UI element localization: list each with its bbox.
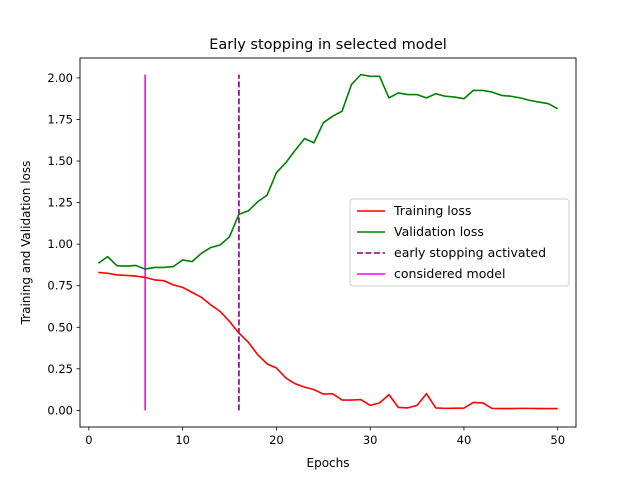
legend-label: Training loss [393, 203, 471, 218]
legend-label: Validation loss [394, 224, 484, 239]
x-tick-label: 0 [85, 433, 92, 447]
y-tick-label: 1.75 [47, 113, 73, 127]
x-tick-label: 20 [269, 433, 284, 447]
x-tick-label: 50 [550, 433, 565, 447]
legend-box [349, 198, 570, 287]
y-tick-label: 2.00 [47, 71, 73, 85]
chart-title: Early stopping in selected model [209, 37, 447, 53]
series-line-0 [98, 271, 558, 410]
legend-label: early stopping activated [394, 245, 546, 260]
x-tick-label: 10 [175, 433, 190, 447]
axes-frame [79, 57, 577, 428]
y-tick-label: 1.50 [47, 154, 73, 168]
x-axis: 0 10 20 30 40 50 [85, 427, 565, 447]
y-tick-label: 0.50 [47, 320, 73, 334]
y-tick-label: 1.00 [47, 237, 73, 251]
y-axis-label: Training and Validation loss [19, 161, 33, 326]
series-line-1 [97, 73, 559, 270]
plot-area [97, 73, 559, 411]
legend: Training loss Validation loss early stoppi… [349, 198, 570, 287]
y-axis: 0.00 0.25 0.50 0.75 1.00 1.25 1.50 1.75 2.00 [47, 71, 80, 417]
legend-label: considered model [394, 266, 505, 281]
x-tick-label: 30 [363, 433, 378, 447]
y-tick-label: 0.75 [47, 279, 73, 293]
x-tick-label: 40 [457, 433, 472, 447]
x-axis-label: Epochs [307, 456, 350, 470]
y-tick-label: 1.25 [47, 196, 73, 210]
y-tick-label: 0.00 [47, 403, 73, 417]
y-tick-label: 0.25 [47, 362, 73, 376]
